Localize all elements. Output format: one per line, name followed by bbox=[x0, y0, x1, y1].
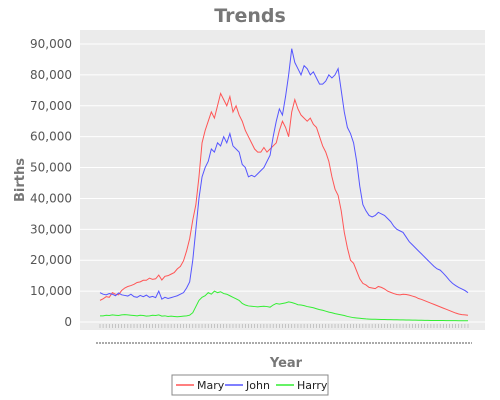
x-axis-ticks bbox=[96, 324, 472, 344]
series-line-mary bbox=[99, 91, 469, 316]
legend-box bbox=[171, 374, 329, 396]
y-tick-label: 60,000 bbox=[30, 130, 72, 144]
series-lines bbox=[99, 48, 469, 322]
y-tick-label: 20,000 bbox=[30, 253, 72, 267]
legend-label-harry: Harry bbox=[297, 379, 328, 392]
series-line-harry bbox=[100, 290, 469, 322]
legend-label-mary: Mary bbox=[197, 379, 225, 392]
y-axis-ticks: 0 10,000 20,000 30,000 40,000 50,000 60,000 70,… bbox=[30, 37, 72, 329]
y-tick-label: 80,000 bbox=[30, 68, 72, 82]
chart-title: Trends bbox=[214, 5, 286, 27]
y-tick-label: 30,000 bbox=[30, 222, 72, 236]
y-tick-label: 40,000 bbox=[30, 191, 72, 205]
legend-label-john: John bbox=[245, 379, 270, 392]
y-tick-label: 10,000 bbox=[30, 284, 72, 298]
y-tick-label: 70,000 bbox=[30, 99, 72, 113]
y-tick-label: 50,000 bbox=[30, 161, 72, 175]
gridlines bbox=[80, 43, 485, 323]
y-tick-label: 0 bbox=[64, 315, 72, 329]
legend: Mary John Harry bbox=[171, 374, 329, 396]
series-line-john bbox=[99, 48, 469, 300]
x-axis-label: Year bbox=[269, 356, 303, 371]
y-axis-label: Births bbox=[13, 158, 28, 202]
y-tick-label: 90,000 bbox=[30, 37, 72, 51]
